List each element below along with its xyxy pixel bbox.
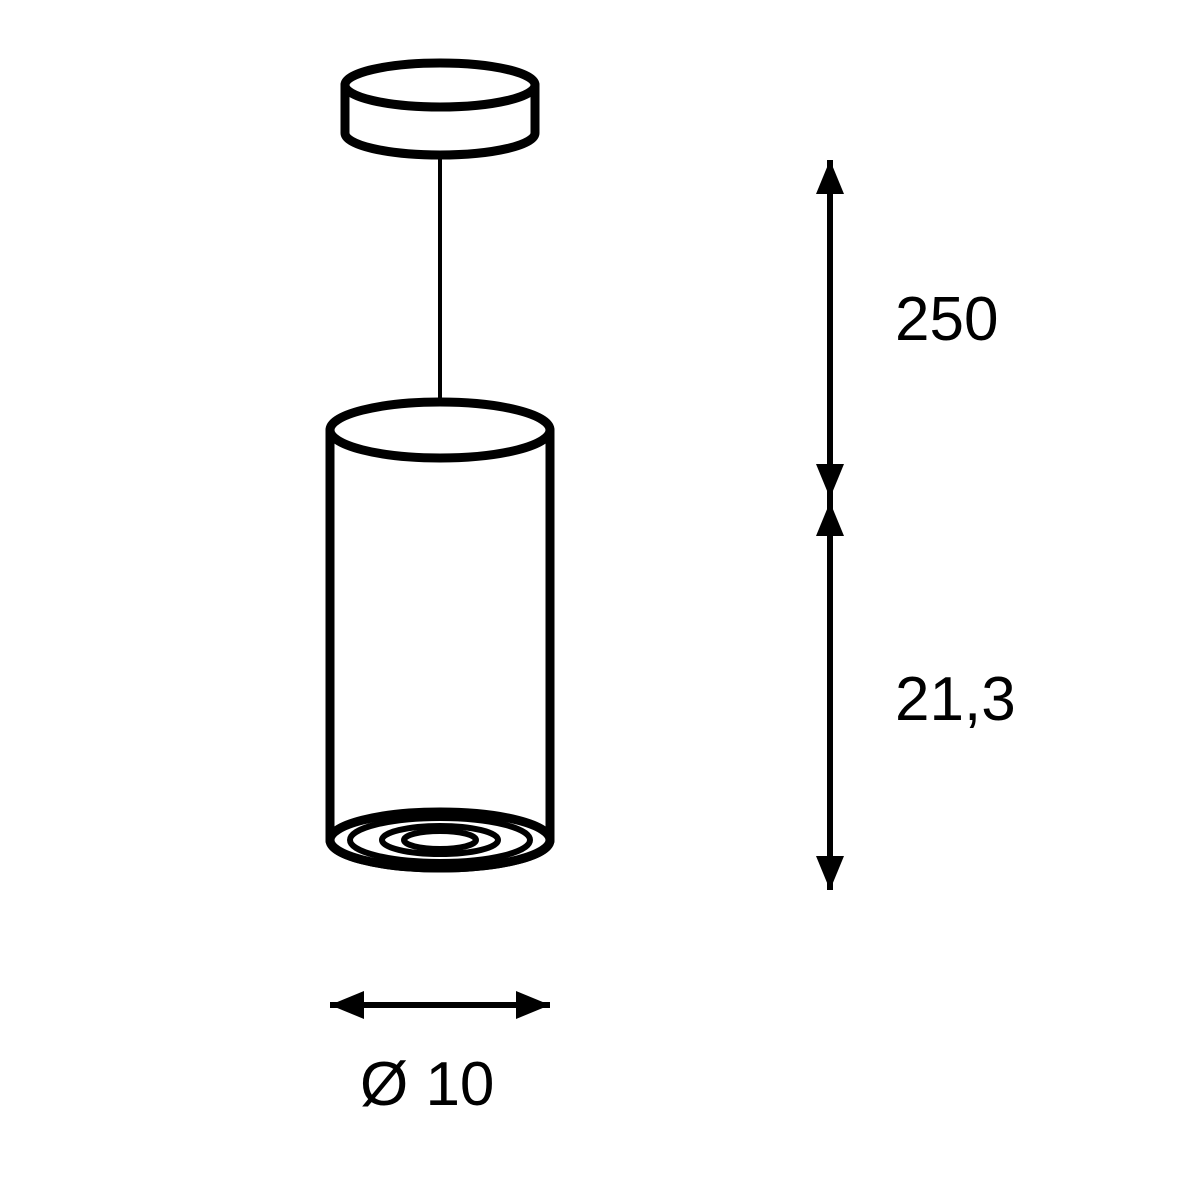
dim-label-cable-length: 250 (895, 285, 998, 354)
dim-label-body-length: 21,3 (895, 665, 1016, 734)
technical-drawing: 250 21,3 Ø 10 (0, 0, 1200, 1200)
pendant-lamp (330, 63, 550, 868)
dim-label-diameter: Ø 10 (360, 1050, 494, 1119)
